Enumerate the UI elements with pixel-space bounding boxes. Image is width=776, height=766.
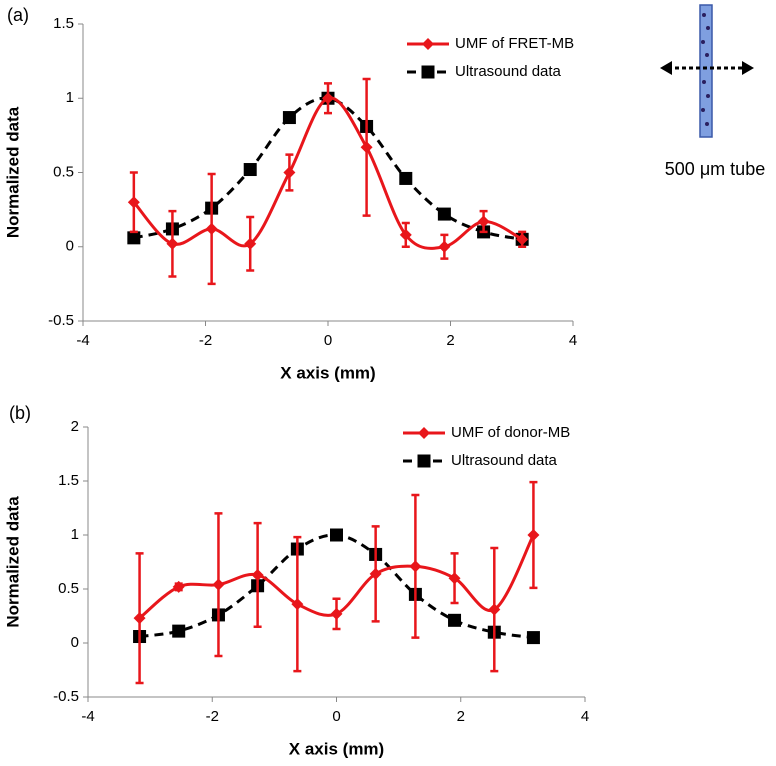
annotation: 500 μm tube xyxy=(665,159,765,179)
square-marker xyxy=(526,631,540,645)
y-tick-label: 0 xyxy=(66,238,74,255)
y-axis-label: Normalized data xyxy=(3,106,22,238)
square-marker xyxy=(243,163,257,177)
square-marker xyxy=(448,613,462,627)
diamond-marker xyxy=(127,196,140,209)
y-tick-label: 0.5 xyxy=(58,580,79,597)
diamond-marker xyxy=(488,603,501,616)
diamond-marker xyxy=(330,607,343,620)
y-tick-label: 0 xyxy=(71,634,79,651)
x-tick-label: -4 xyxy=(76,332,89,349)
square-marker xyxy=(437,207,451,221)
y-tick-label: 1 xyxy=(66,89,74,106)
x-tick-label: 2 xyxy=(457,708,465,725)
square-marker xyxy=(330,528,343,542)
x-tick-label: -4 xyxy=(81,708,94,725)
y-tick-label: -0.5 xyxy=(53,688,79,705)
x-tick-label: 4 xyxy=(581,708,589,725)
diamond-marker xyxy=(291,598,304,611)
legend-label: UMF of donor-MB xyxy=(451,424,570,441)
y-tick-label: -0.5 xyxy=(48,312,74,329)
diamond-marker xyxy=(477,215,490,228)
x-tick-label: -2 xyxy=(199,332,212,349)
diamond-marker xyxy=(409,560,422,573)
diamond-marker xyxy=(172,580,185,593)
y-tick-label: 1 xyxy=(71,526,79,543)
square-marker xyxy=(399,171,413,185)
diamond-marker xyxy=(322,92,334,105)
x-tick-label: 4 xyxy=(569,332,577,349)
y-tick-label: 1.5 xyxy=(53,15,74,32)
x-tick-label: 2 xyxy=(446,332,454,349)
x-axis-label: X axis (mm) xyxy=(289,739,384,758)
diamond-marker xyxy=(360,141,373,154)
diamond-marker xyxy=(448,572,461,585)
x-axis-label: X axis (mm) xyxy=(280,363,375,382)
series-line xyxy=(133,96,523,241)
x-tick-label: 0 xyxy=(332,708,340,725)
diamond-marker xyxy=(244,237,257,250)
square-marker xyxy=(127,231,141,245)
diamond-marker xyxy=(399,228,412,241)
diamond-marker xyxy=(438,240,451,253)
legend-label: UMF of FRET-MB xyxy=(455,35,574,52)
legend-marker xyxy=(421,65,435,79)
legend-label: Ultrasound data xyxy=(455,63,562,80)
panel-label: (a) xyxy=(7,5,29,25)
legend-marker xyxy=(418,427,430,439)
diamond-marker xyxy=(166,237,179,250)
y-tick-label: 2 xyxy=(71,418,79,435)
diamond-marker xyxy=(212,578,225,591)
x-tick-label: -2 xyxy=(206,708,219,725)
square-marker xyxy=(282,111,296,125)
y-tick-label: 1.5 xyxy=(58,472,79,489)
diamond-marker xyxy=(283,166,296,179)
legend-label: Ultrasound data xyxy=(451,452,558,469)
square-marker xyxy=(172,624,186,638)
y-tick-label: 0.5 xyxy=(53,163,74,180)
diamond-marker xyxy=(205,222,218,235)
x-tick-label: 0 xyxy=(324,332,332,349)
diamond-marker xyxy=(527,529,540,541)
diamond-marker xyxy=(251,568,264,581)
tube-diagram xyxy=(660,4,754,138)
diamond-marker xyxy=(133,612,146,625)
legend-marker xyxy=(422,38,434,50)
legend-marker xyxy=(417,454,431,468)
diamond-marker xyxy=(516,233,529,246)
panel-label: (b) xyxy=(9,403,31,423)
y-axis-label: Normalized data xyxy=(3,496,22,628)
diamond-marker xyxy=(369,567,382,580)
